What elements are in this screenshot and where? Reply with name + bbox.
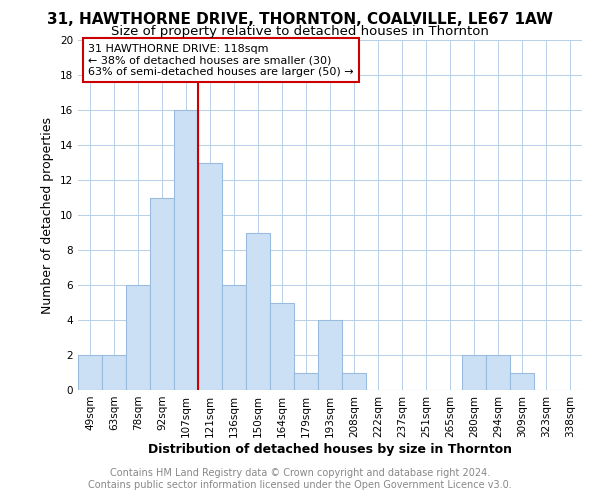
Bar <box>270 302 294 390</box>
Bar <box>246 232 270 390</box>
Bar <box>174 110 198 390</box>
Y-axis label: Number of detached properties: Number of detached properties <box>41 116 55 314</box>
Bar <box>78 355 102 390</box>
Bar <box>198 162 222 390</box>
Bar <box>150 198 174 390</box>
Bar <box>294 372 318 390</box>
Text: 31 HAWTHORNE DRIVE: 118sqm
← 38% of detached houses are smaller (30)
63% of semi: 31 HAWTHORNE DRIVE: 118sqm ← 38% of deta… <box>88 44 354 76</box>
Bar <box>510 372 534 390</box>
Bar <box>486 355 510 390</box>
Bar <box>222 285 246 390</box>
Bar <box>342 372 366 390</box>
Bar <box>318 320 342 390</box>
Text: Size of property relative to detached houses in Thornton: Size of property relative to detached ho… <box>111 25 489 38</box>
Bar <box>102 355 126 390</box>
Text: Contains HM Land Registry data © Crown copyright and database right 2024.
Contai: Contains HM Land Registry data © Crown c… <box>88 468 512 490</box>
Bar <box>126 285 150 390</box>
Bar <box>462 355 486 390</box>
X-axis label: Distribution of detached houses by size in Thornton: Distribution of detached houses by size … <box>148 442 512 456</box>
Text: 31, HAWTHORNE DRIVE, THORNTON, COALVILLE, LE67 1AW: 31, HAWTHORNE DRIVE, THORNTON, COALVILLE… <box>47 12 553 28</box>
